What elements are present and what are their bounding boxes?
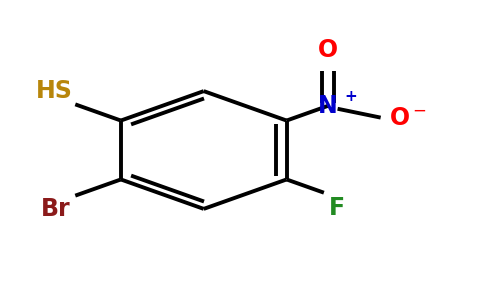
Text: F: F xyxy=(329,196,345,220)
Text: Br: Br xyxy=(41,197,71,221)
Text: +: + xyxy=(345,89,358,104)
Text: N: N xyxy=(318,94,338,118)
Text: O: O xyxy=(390,106,410,130)
Text: HS: HS xyxy=(36,79,73,103)
Text: O: O xyxy=(318,38,338,62)
Text: −: − xyxy=(412,101,425,119)
